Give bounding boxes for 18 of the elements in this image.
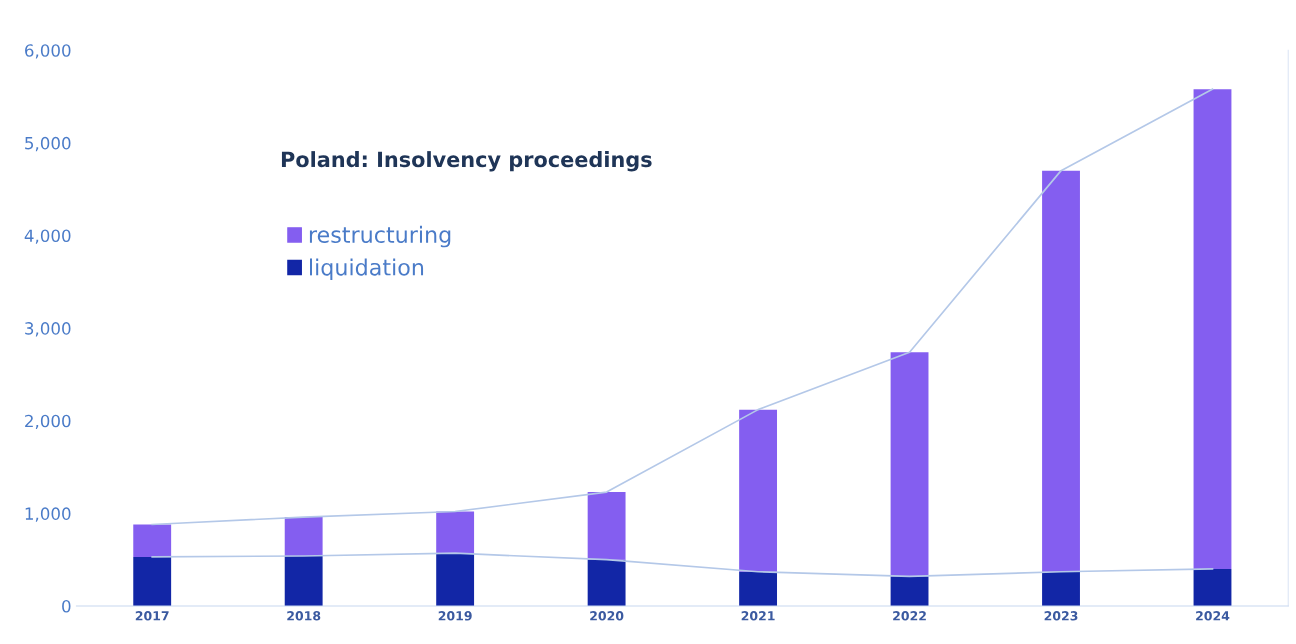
- y-tick-label: 0: [62, 599, 71, 613]
- legend-label: restructuring: [309, 225, 451, 248]
- y-tick-label: 2,000: [25, 414, 71, 430]
- x-tick-label: 2024: [1196, 611, 1230, 621]
- x-tick-label: 2017: [135, 611, 169, 621]
- x-tick-label: 2020: [590, 611, 624, 621]
- x-tick-label: 2021: [741, 611, 775, 621]
- x-tick-label: 2023: [1044, 611, 1078, 621]
- x-tick-label: 2018: [287, 611, 321, 621]
- legend-label: liquidation: [310, 258, 424, 280]
- y-tick-label: 6,000: [25, 44, 71, 59]
- y-tick-label: 5,000: [25, 136, 71, 152]
- y-tick-label: 3,000: [25, 322, 71, 337]
- y-tick-label: 4,000: [24, 229, 71, 244]
- x-tick-label: 2022: [893, 611, 926, 621]
- text: Poland: Insolvency proceedings: [281, 151, 652, 172]
- y-tick-label: 1,000: [25, 507, 71, 522]
- x-tick-label: 2019: [438, 611, 472, 621]
